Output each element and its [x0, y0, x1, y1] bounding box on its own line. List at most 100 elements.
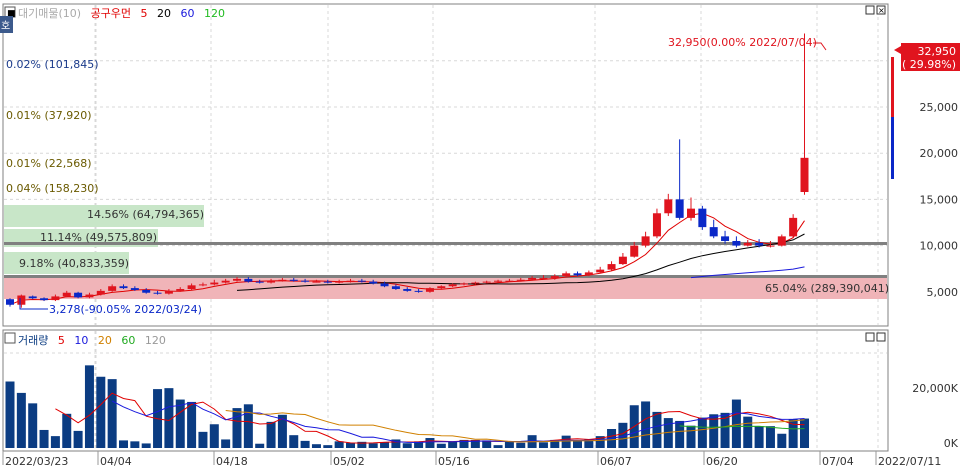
- volume-bar: [561, 435, 571, 448]
- price-tick-label: 15,000: [920, 193, 959, 206]
- candle-body: [687, 208, 695, 218]
- volume-bar: [414, 441, 424, 448]
- volume-bar: [119, 440, 128, 448]
- high-annotation: 32,950(0.00% 2022/07/04): [668, 36, 817, 49]
- candle-body: [584, 272, 593, 276]
- overhang-label-6: 11.14% (49,575,809): [40, 231, 157, 244]
- volume-legend-icon[interactable]: [4, 332, 16, 344]
- price-candles: [6, 33, 809, 308]
- candle-body: [732, 240, 741, 246]
- candle-body: [357, 280, 366, 282]
- candle-body: [96, 290, 105, 295]
- volume-bar: [232, 408, 242, 448]
- volume-bar: [800, 418, 809, 448]
- price-tick-label: 25,000: [920, 101, 959, 114]
- candle-body: [505, 280, 514, 282]
- volume-bar: [686, 425, 696, 448]
- volume-bar: [493, 445, 503, 448]
- candle-body: [743, 242, 752, 246]
- volume-ma5-line: [55, 392, 805, 444]
- candle-body: [618, 256, 627, 265]
- candle-body: [448, 284, 457, 287]
- legend-ma-120: 120: [204, 7, 225, 20]
- candle-body: [119, 286, 128, 289]
- price-tick-label: 20,000: [920, 147, 959, 160]
- candle-body: [142, 289, 151, 293]
- overhang-band-1: [4, 205, 204, 227]
- volume-bar: [720, 412, 730, 448]
- ma60-line: [690, 266, 805, 279]
- candle-body: [233, 278, 241, 281]
- current-price-marker: [894, 46, 901, 54]
- candle-body: [755, 242, 764, 246]
- volume-bar: [652, 411, 662, 448]
- side-tag-box[interactable]: [0, 16, 13, 33]
- candle-body: [630, 245, 639, 257]
- candle-body: [800, 157, 809, 193]
- x-axis: 2022/03/23 04/04 04/18 05/02 05/16 06/07 06/20…: [2, 451, 941, 468]
- candle-body: [403, 289, 412, 291]
- volume-bar: [164, 388, 174, 448]
- candle-body: [40, 298, 49, 301]
- candle-body: [289, 279, 298, 281]
- range-bar-up: [891, 57, 894, 117]
- overhang-label-4: 0.04% (158,230): [6, 182, 99, 195]
- overhang-label-1: 0.02% (101,845): [6, 58, 99, 71]
- volume-bar: [130, 441, 140, 448]
- price-panel[interactable]: [2, 3, 889, 327]
- candle-body: [766, 245, 775, 247]
- low-annotation-pointer: [19, 298, 48, 310]
- candle-body: [471, 282, 480, 284]
- volume-bar: [289, 435, 299, 448]
- x-tick-label: 07/04: [822, 455, 854, 468]
- low-annotation: 3,278(-90.05% 2022/03/24): [49, 303, 202, 316]
- candle-body: [539, 277, 548, 279]
- x-tick-label: 06/20: [706, 455, 738, 468]
- candle-body: [312, 281, 321, 283]
- panel-close-button[interactable]: [876, 5, 886, 15]
- volume-bar: [84, 365, 94, 448]
- volume-ma20-line: [225, 410, 805, 443]
- volume-bar: [641, 401, 651, 448]
- volume-bar: [73, 430, 83, 448]
- candle-body: [176, 289, 185, 291]
- candle-body: [187, 285, 196, 290]
- overhang-label-2: 0.01% (37,920): [6, 109, 92, 122]
- volume-bar: [96, 376, 106, 448]
- volume-bar: [731, 399, 741, 448]
- candle-body: [516, 279, 525, 281]
- candle-body: [380, 283, 389, 287]
- volume-bar: [323, 445, 333, 448]
- volume-bar: [357, 441, 367, 448]
- volume-bar: [107, 379, 117, 448]
- candle-body: [528, 277, 537, 280]
- x-tick-label: 2022/03/23: [5, 455, 68, 468]
- volume-legend-ma-120: 120: [145, 334, 166, 347]
- overhang-label-5: 14.56% (64,794,365): [87, 208, 204, 221]
- panel-maximize-button[interactable]: [865, 5, 875, 15]
- overhang-label-8: 65.04% (289,390,041): [765, 282, 889, 295]
- volume-bar: [595, 436, 605, 448]
- volume-bar: [584, 438, 594, 448]
- overhang-label-3: 0.01% (22,568): [6, 157, 92, 170]
- volume-bar: [482, 440, 492, 448]
- candle-body: [335, 281, 344, 283]
- volume-legend-ma-10: 10: [74, 334, 88, 347]
- volume-bar: [538, 442, 548, 448]
- candle-body: [301, 280, 310, 282]
- volume-bar: [198, 431, 208, 448]
- candle-body: [425, 288, 434, 292]
- volume-bar: [209, 424, 219, 448]
- ma5-line: [9, 212, 805, 306]
- volume-bar: [300, 440, 310, 448]
- volume-close-button[interactable]: [876, 332, 886, 342]
- volume-tick-1: 20,000K: [912, 382, 958, 395]
- candle-body: [652, 213, 661, 237]
- volume-maximize-button[interactable]: [865, 332, 875, 342]
- candle-body: [664, 199, 673, 214]
- legend-expand-icon-glyph: ■: [7, 9, 16, 19]
- volume-bar: [573, 440, 582, 448]
- candle-body: [153, 292, 162, 294]
